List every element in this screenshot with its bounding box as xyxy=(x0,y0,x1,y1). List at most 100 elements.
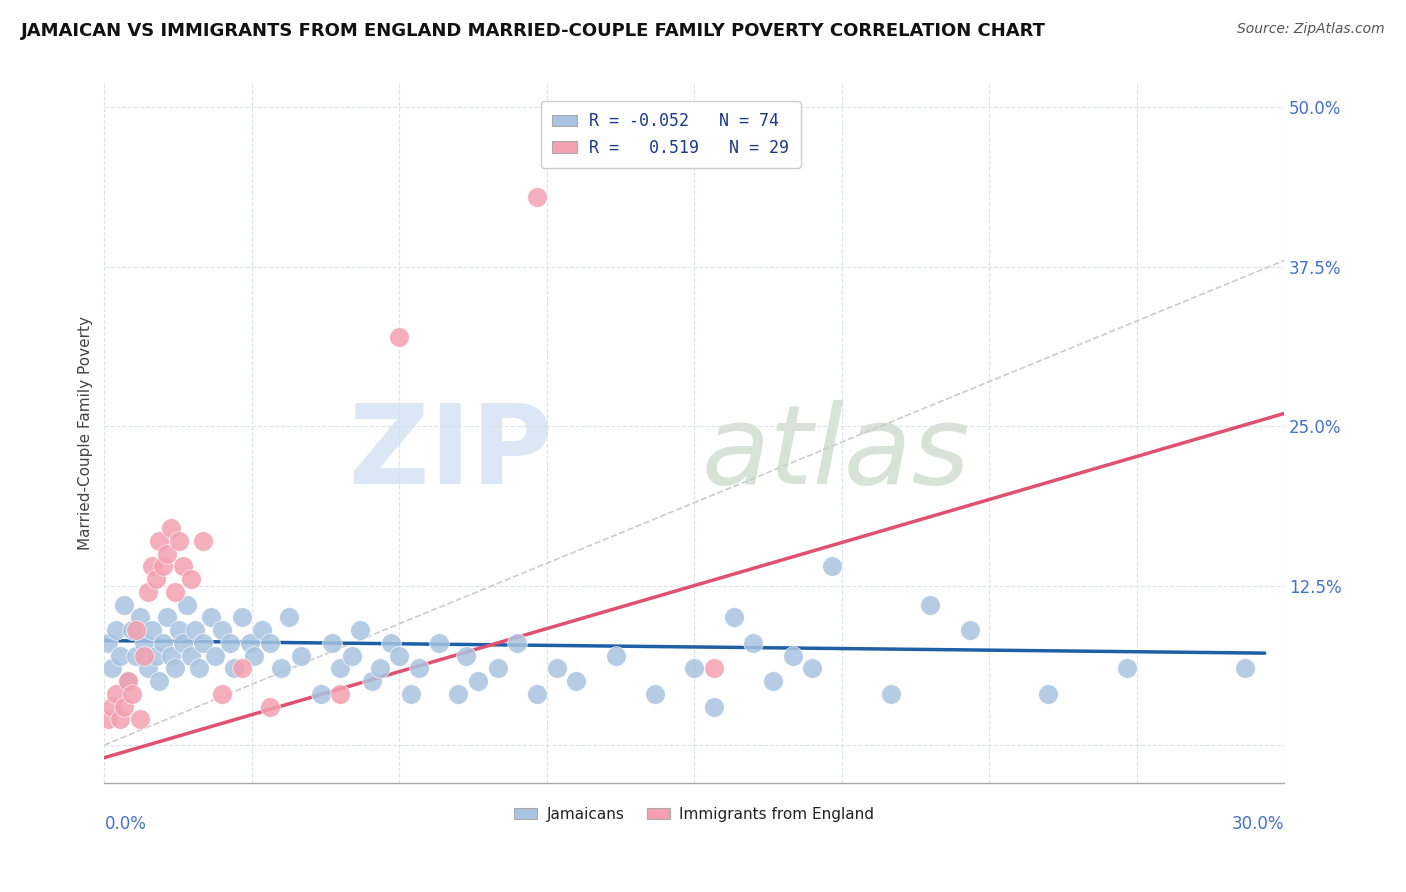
Point xyxy=(546,661,568,675)
Point xyxy=(801,661,824,675)
Point xyxy=(167,623,190,637)
Text: Source: ZipAtlas.com: Source: ZipAtlas.com xyxy=(1237,22,1385,37)
Point xyxy=(180,648,202,663)
Point xyxy=(408,661,430,675)
Point xyxy=(101,661,124,675)
Point xyxy=(290,648,312,663)
Point xyxy=(250,623,273,637)
Point xyxy=(125,648,148,663)
Point xyxy=(136,585,159,599)
Point xyxy=(211,687,233,701)
Point xyxy=(526,189,548,203)
Point xyxy=(165,585,187,599)
Point xyxy=(243,648,266,663)
Point xyxy=(486,661,509,675)
Point xyxy=(172,559,194,574)
Point xyxy=(506,636,529,650)
Point xyxy=(703,661,725,675)
Point xyxy=(456,648,478,663)
Point xyxy=(565,674,588,689)
Point xyxy=(167,533,190,548)
Point xyxy=(219,636,242,650)
Point xyxy=(204,648,226,663)
Point xyxy=(259,636,281,650)
Point xyxy=(959,623,981,637)
Point xyxy=(467,674,489,689)
Text: ZIP: ZIP xyxy=(349,401,553,507)
Point xyxy=(388,648,411,663)
Point xyxy=(152,559,174,574)
Point xyxy=(1038,687,1060,701)
Point xyxy=(160,521,183,535)
Point xyxy=(101,699,124,714)
Point xyxy=(180,572,202,586)
Point xyxy=(380,636,402,650)
Y-axis label: Married-Couple Family Poverty: Married-Couple Family Poverty xyxy=(79,316,93,549)
Text: atlas: atlas xyxy=(702,401,970,507)
Point xyxy=(187,661,209,675)
Point xyxy=(165,661,187,675)
Point xyxy=(128,713,150,727)
Point xyxy=(97,713,120,727)
Point xyxy=(231,610,253,624)
Point xyxy=(191,533,214,548)
Point xyxy=(644,687,666,701)
Point xyxy=(132,636,155,650)
Point xyxy=(1116,661,1139,675)
Point xyxy=(321,636,343,650)
Point xyxy=(211,623,233,637)
Point xyxy=(526,687,548,701)
Point xyxy=(136,661,159,675)
Point xyxy=(145,648,167,663)
Point xyxy=(920,598,942,612)
Point xyxy=(108,713,131,727)
Text: 30.0%: 30.0% xyxy=(1232,815,1284,833)
Point xyxy=(224,661,246,675)
Point xyxy=(176,598,198,612)
Point xyxy=(270,661,292,675)
Point xyxy=(125,623,148,637)
Point xyxy=(97,636,120,650)
Point xyxy=(399,687,422,701)
Point xyxy=(388,330,411,344)
Point xyxy=(160,648,183,663)
Point xyxy=(152,636,174,650)
Point xyxy=(821,559,844,574)
Point xyxy=(605,648,627,663)
Point xyxy=(259,699,281,714)
Point xyxy=(309,687,332,701)
Point xyxy=(117,674,139,689)
Point xyxy=(368,661,391,675)
Point xyxy=(191,636,214,650)
Point xyxy=(427,636,450,650)
Legend: Jamaicans, Immigrants from England: Jamaicans, Immigrants from England xyxy=(508,801,880,828)
Point xyxy=(762,674,785,689)
Point xyxy=(683,661,706,675)
Point xyxy=(121,623,143,637)
Point xyxy=(200,610,222,624)
Point xyxy=(121,687,143,701)
Point xyxy=(742,636,765,650)
Point xyxy=(349,623,371,637)
Point xyxy=(703,699,725,714)
Point xyxy=(172,636,194,650)
Point xyxy=(105,687,128,701)
Point xyxy=(239,636,262,650)
Point xyxy=(108,648,131,663)
Point xyxy=(723,610,745,624)
Point xyxy=(447,687,470,701)
Point xyxy=(112,598,135,612)
Point xyxy=(340,648,363,663)
Point xyxy=(880,687,903,701)
Point xyxy=(1233,661,1256,675)
Point xyxy=(782,648,804,663)
Point xyxy=(329,661,352,675)
Point xyxy=(278,610,301,624)
Point xyxy=(156,610,179,624)
Point xyxy=(231,661,253,675)
Point xyxy=(141,623,163,637)
Point xyxy=(132,648,155,663)
Text: 0.0%: 0.0% xyxy=(104,815,146,833)
Point xyxy=(329,687,352,701)
Point xyxy=(360,674,382,689)
